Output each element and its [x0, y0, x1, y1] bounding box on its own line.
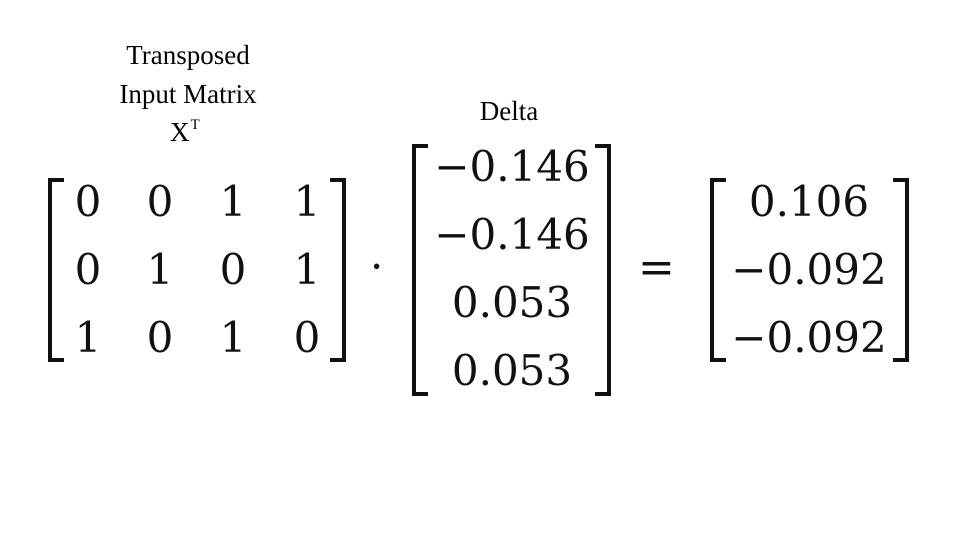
delta-value: 0.053 [430, 350, 594, 392]
matrix-cell: 0 [203, 249, 263, 291]
delta-title: Delta [459, 98, 559, 125]
transposed-symbol: XT [170, 119, 200, 151]
delta-value: −0.146 [430, 146, 594, 188]
delta-value: 0.053 [430, 282, 594, 324]
matrix-cell: 0 [130, 181, 190, 223]
result-value: −0.092 [726, 249, 892, 291]
matrix-cell: 1 [203, 317, 263, 359]
result-right-bracket [893, 178, 909, 362]
transposed-symbol-x: X [170, 117, 190, 147]
matrix-cell: 1 [203, 181, 263, 223]
delta-left-bracket [412, 144, 428, 396]
delta-value: −0.146 [430, 214, 594, 256]
matrix-cell: 1 [130, 249, 190, 291]
matrix-cell: 0 [58, 249, 118, 291]
transposed-title-line1: Transposed [88, 42, 288, 69]
matrix-cell: 1 [277, 249, 337, 291]
equals-operator: = [638, 246, 675, 290]
result-value: −0.092 [726, 317, 892, 359]
result-left-bracket [710, 178, 726, 362]
transposed-title-line2: Input Matrix [88, 81, 288, 108]
matrix-cell: 0 [277, 317, 337, 359]
matrix-cell: 0 [58, 181, 118, 223]
dot-operator: · [370, 246, 383, 288]
matrix-cell: 1 [277, 181, 337, 223]
matrix-cell: 0 [130, 317, 190, 359]
matrix-cell: 1 [58, 317, 118, 359]
transposed-symbol-superscript: T [191, 117, 200, 133]
delta-right-bracket [595, 144, 611, 396]
result-value: 0.106 [726, 181, 892, 223]
